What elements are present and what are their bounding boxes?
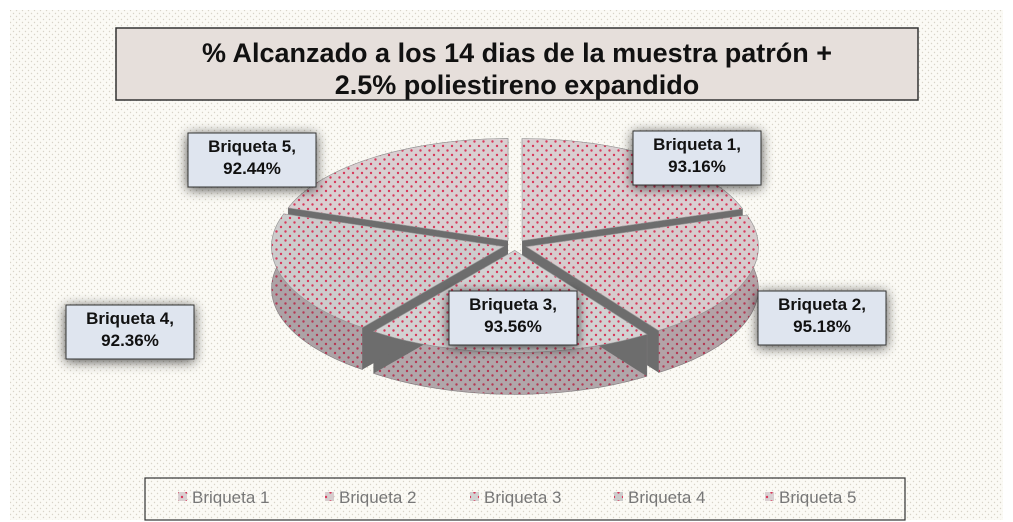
- data-label-line: Briqueta 4,: [86, 309, 174, 328]
- data-label-box: [632, 130, 762, 186]
- slice-side-shade: [271, 213, 363, 370]
- chart-title: % Alcanzado a los 14 dias de la muestra …: [202, 38, 832, 100]
- data-label-line: 92.36%: [101, 331, 159, 350]
- pie: [271, 138, 759, 395]
- legend-label: Briqueta 4: [628, 488, 706, 507]
- data-label-box: [65, 304, 195, 360]
- legend-label: Briqueta 3: [484, 488, 562, 507]
- pie-slice: [287, 138, 509, 241]
- title-line: % Alcanzado a los 14 dias de la muestra …: [202, 38, 832, 68]
- data-label-box: [187, 132, 317, 188]
- legend-swatch: [470, 492, 479, 501]
- data-label: Briqueta 1, 93.16%: [653, 135, 741, 176]
- data-label: Briqueta 5, 92.44%: [208, 137, 296, 178]
- legend-swatch: [765, 492, 774, 501]
- legend-label: Briqueta 2: [339, 488, 417, 507]
- data-label-box: [757, 290, 887, 346]
- data-label-line: 93.56%: [484, 317, 542, 336]
- legend: Briqueta 1 Briqueta 2 Briqueta 3 Briqueta 4…: [178, 488, 857, 507]
- data-label-line: 92.44%: [223, 159, 281, 178]
- data-labels: Briqueta 1, 93.16%Briqueta 2, 95.18%Brique…: [65, 130, 887, 360]
- legend-swatch: [325, 492, 334, 501]
- data-label-line: Briqueta 2,: [778, 295, 866, 314]
- data-label: Briqueta 2, 95.18%: [778, 295, 866, 336]
- data-label-line: Briqueta 5,: [208, 137, 296, 156]
- data-label-line: 93.16%: [668, 157, 726, 176]
- legend-swatch: [614, 492, 623, 501]
- data-label: Briqueta 3, 93.56%: [469, 295, 557, 336]
- data-label-box: [448, 290, 578, 346]
- data-label-line: Briqueta 1,: [653, 135, 741, 154]
- legend-label: Briqueta 5: [779, 488, 857, 507]
- pie-slice: [525, 214, 759, 331]
- data-label-line: Briqueta 3,: [469, 295, 557, 314]
- title-box: [115, 27, 919, 101]
- slice-side-shade: [373, 331, 647, 395]
- title-line: 2.5% poliestireno expandido: [335, 70, 700, 100]
- data-label: Briqueta 4, 92.36%: [86, 309, 174, 350]
- legend-swatch: [178, 492, 187, 501]
- legend-box: [144, 477, 906, 521]
- data-label-line: 95.18%: [793, 317, 851, 336]
- legend-label: Briqueta 1: [192, 488, 270, 507]
- slice-side-shade: [658, 214, 759, 373]
- pie-slice: [271, 213, 505, 328]
